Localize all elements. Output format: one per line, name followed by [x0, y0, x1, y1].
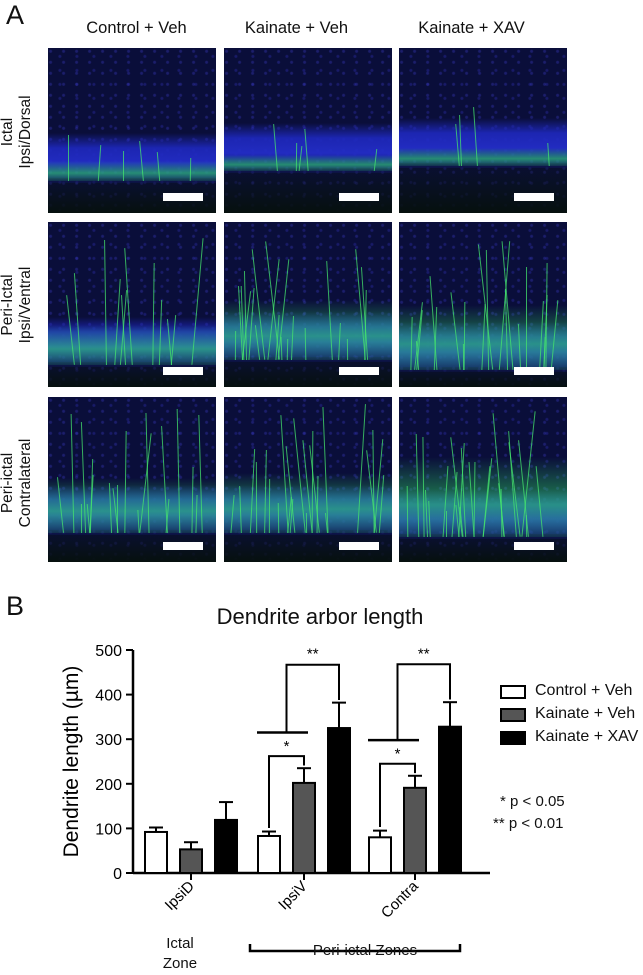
labeled-neurons — [48, 161, 216, 181]
bar-ipsid-1 — [179, 848, 203, 874]
micrograph-peri-contra-kainate-veh — [224, 397, 392, 562]
bar-contra-1 — [403, 786, 427, 875]
x-tick-label: IpsiD — [162, 878, 198, 914]
column-header-control: Control + Veh — [86, 19, 187, 37]
significance-note-double: ** p < 0.01 — [493, 815, 564, 832]
micrograph-ictal-control — [48, 48, 216, 213]
panel-b-letter: B — [6, 591, 25, 621]
legend-swatch-kainate-veh — [500, 708, 526, 722]
bar-ipsid-0 — [144, 830, 168, 875]
x-tick-label: IpsiV — [275, 878, 311, 914]
scale-bar — [163, 542, 203, 550]
legend-label-control: Control + Veh — [535, 682, 633, 699]
bar-ipsid-2 — [214, 818, 238, 875]
bar-ipsiv-1 — [292, 781, 316, 875]
scale-bar — [163, 367, 203, 375]
significance-star-single: * — [395, 746, 401, 763]
ictal-zone-label: Ictal Zone — [150, 934, 210, 974]
y-tick-label: 500 — [95, 643, 122, 660]
significance-bracket-double — [285, 663, 340, 733]
column-header-kainate-xav: Kainate + XAV — [418, 19, 525, 37]
scale-bar — [163, 193, 203, 201]
significance-star-single: * — [284, 738, 290, 755]
significance-star-double: ** — [307, 646, 319, 663]
scale-bar — [339, 193, 379, 201]
stratum-oriens — [399, 163, 567, 213]
micrograph-peri-ipsi-kainate-veh — [224, 222, 392, 387]
significance-bracket-double — [396, 663, 451, 741]
micrograph-ictal-kainate-veh — [224, 48, 392, 213]
y-tick-label: 100 — [95, 821, 122, 838]
significance-bracket-single — [379, 762, 416, 828]
scale-bar — [339, 367, 379, 375]
y-tick-label: 0 — [113, 866, 122, 883]
bar-contra-2 — [438, 725, 462, 874]
bar-ipsiv-2 — [327, 727, 351, 874]
micrograph-peri-contra-control — [48, 397, 216, 562]
legend-label-kainate-xav: Kainate + XAV — [535, 728, 639, 745]
scale-bar — [514, 193, 554, 201]
column-header-kainate-veh: Kainate + Veh — [244, 19, 349, 37]
x-tick-label: Contra — [378, 877, 422, 921]
labeled-neurons — [399, 148, 567, 166]
labeled-neurons — [48, 478, 216, 533]
scale-bar — [514, 542, 554, 550]
scale-bar — [339, 542, 379, 550]
y-tick-label: 200 — [95, 777, 122, 794]
significance-note-single: * p < 0.05 — [500, 793, 565, 810]
panel-a-letter: A — [6, 0, 25, 30]
micrograph-peri-ipsi-kainate-xav — [399, 222, 567, 387]
y-axis-label: Dendrite length (µm) — [60, 666, 83, 858]
bar-ipsiv-0 — [257, 834, 281, 874]
chart-title: Dendrite arbor length — [216, 604, 424, 629]
ictal-zone-line2: Zone — [162, 955, 198, 972]
peri-ictal-bracket — [248, 944, 462, 953]
bar-contra-0 — [368, 836, 392, 875]
legend-swatch-kainate-xav — [500, 731, 526, 745]
ictal-zone-line1: Ictal — [166, 935, 194, 952]
y-tick-label: 300 — [95, 732, 122, 749]
micrograph-peri-contra-kainate-xav — [399, 397, 567, 562]
peri-ictal-zones-label: Peri-ictal Zones — [312, 942, 418, 959]
y-tick-label: 400 — [95, 688, 122, 705]
scale-bar — [514, 367, 554, 375]
legend-swatch-control — [500, 685, 526, 699]
significance-bracket-single — [268, 755, 305, 828]
micrograph-ictal-kainate-xav — [399, 48, 567, 213]
micrograph-peri-ipsi-control — [48, 222, 216, 387]
legend-label-kainate-veh: Kainate + Veh — [535, 705, 636, 722]
significance-star-double: ** — [418, 645, 430, 662]
stratum-oriens — [224, 168, 392, 213]
